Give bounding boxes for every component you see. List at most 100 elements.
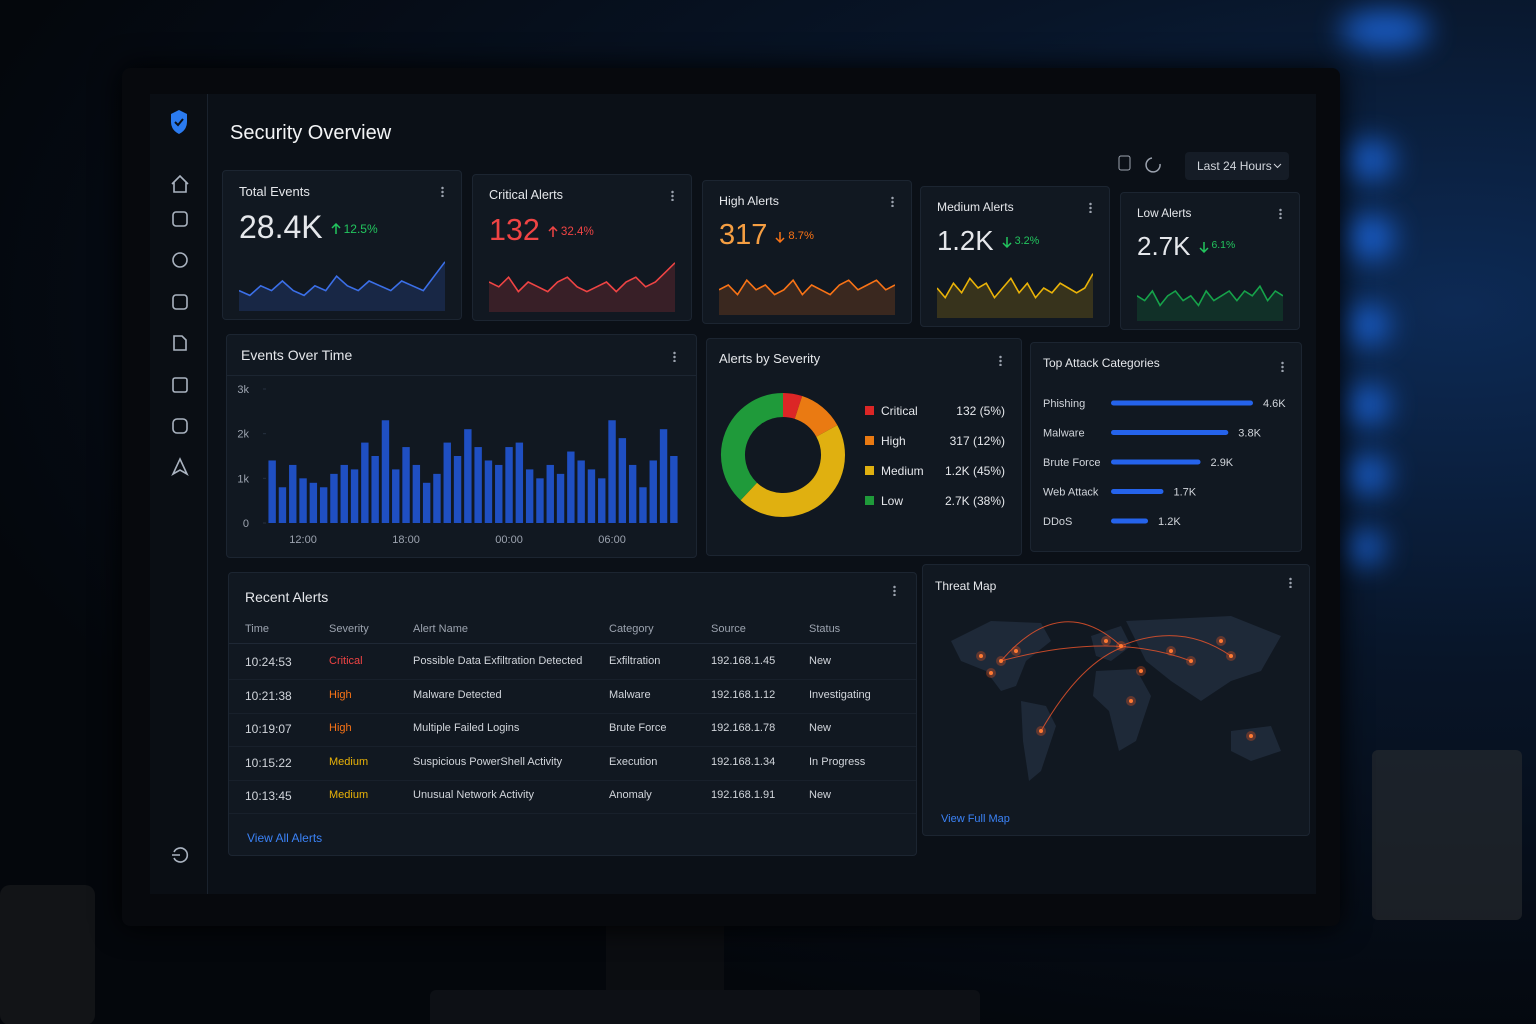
sparkline — [719, 278, 895, 315]
menu-button[interactable] — [893, 585, 896, 596]
nav-icon[interactable] — [171, 457, 189, 476]
sparkline — [937, 273, 1093, 318]
time-range-label: Last 24 Hours — [1197, 159, 1272, 173]
table-cell: Anomaly — [609, 789, 652, 801]
bar — [1111, 459, 1201, 465]
nav-home[interactable] — [171, 174, 189, 193]
nav-icon[interactable] — [172, 252, 188, 268]
table-cell: 192.168.1.45 — [711, 655, 776, 667]
bar — [567, 451, 575, 523]
export-icon[interactable] — [1118, 155, 1131, 171]
category-label: Malware — [1043, 428, 1085, 440]
bar — [618, 438, 627, 523]
severity-cell: High — [329, 688, 352, 701]
card-title: Events Over Time — [241, 347, 353, 363]
sparkline-area — [239, 261, 445, 311]
south-america — [1021, 701, 1056, 781]
bokeh — [1345, 530, 1385, 565]
table-cell: Unusual Network Activity — [413, 789, 535, 801]
trend-arrow — [1198, 242, 1209, 253]
column-header: Source — [711, 623, 746, 635]
kpi-label: Total Events — [239, 184, 310, 199]
bar — [278, 487, 287, 523]
bar — [608, 420, 616, 523]
hotspot — [1104, 639, 1108, 643]
menu-button[interactable] — [1089, 202, 1092, 213]
sparkline-area — [719, 280, 895, 315]
column-header: Alert Name — [413, 623, 469, 635]
table-cell: 192.168.1.12 — [711, 688, 776, 701]
bar — [371, 456, 379, 523]
hotspot — [1169, 649, 1173, 653]
nav-icon[interactable] — [172, 211, 188, 227]
bar — [392, 469, 400, 523]
view-map-link[interactable]: View Full Map — [941, 813, 1010, 825]
bar — [319, 487, 328, 523]
arrow — [775, 232, 785, 243]
legend-value: 2.7K (38%) — [945, 494, 1005, 508]
y-tick-label: 1k — [237, 473, 249, 485]
nav-icon[interactable] — [172, 418, 188, 434]
attack-card: Top Attack Categories Phishing 4.6K Malware… — [1030, 342, 1302, 552]
table-cell: 10:19:07 — [245, 722, 292, 736]
table-cell: 192.168.1.91 — [711, 789, 776, 801]
menu-button[interactable] — [1281, 361, 1284, 372]
legend-value: 132 (5%) — [956, 404, 1005, 418]
australia — [1231, 726, 1281, 761]
kpi-change: 32.4% — [560, 225, 594, 238]
bar — [587, 469, 596, 523]
menu-button[interactable] — [671, 190, 674, 201]
legend-label: Critical — [881, 404, 918, 418]
europe — [1091, 626, 1131, 661]
kpi-label: High Alerts — [719, 194, 779, 208]
donut-slice — [740, 425, 845, 517]
kpi-change: 12.5% — [343, 222, 378, 236]
legend-value: 317 (12%) — [950, 434, 1005, 448]
bar — [402, 447, 410, 523]
sparkline — [1137, 284, 1283, 321]
table-cell: 192.168.1.34 — [711, 755, 776, 768]
bar — [484, 460, 493, 523]
refresh-icon[interactable] — [1145, 157, 1161, 173]
kpi-value: 317 — [719, 219, 768, 251]
kpi-card: Low Alerts 2.7K 6.1% — [1120, 192, 1300, 330]
nav-icon[interactable] — [172, 294, 188, 310]
category-label: DDoS — [1043, 516, 1072, 528]
bar — [525, 469, 534, 523]
hotspot — [1249, 734, 1253, 738]
view-all-link[interactable]: View All Alerts — [247, 831, 323, 845]
nav-logout[interactable] — [172, 847, 189, 863]
card-title: Alerts by Severity — [719, 351, 821, 366]
menu-button[interactable] — [673, 351, 676, 362]
bokeh — [1345, 140, 1395, 180]
time-range-select[interactable]: Last 24 Hours — [1185, 152, 1289, 180]
table-cell: Exfiltration — [609, 655, 661, 667]
bar — [670, 456, 678, 523]
divider — [227, 375, 696, 376]
severity-cell: Medium — [329, 755, 369, 768]
bokeh — [1345, 385, 1390, 425]
bar — [309, 482, 318, 523]
bokeh — [1345, 305, 1390, 345]
trend-arrow — [548, 226, 558, 237]
north-america — [951, 621, 1051, 691]
category-label: Phishing — [1043, 398, 1085, 410]
severity-cell: Critical — [329, 655, 363, 667]
row-divider — [229, 712, 916, 714]
nav-icon[interactable] — [172, 377, 188, 393]
dashboard-screen: Security Overview Last 24 Hours Total Ev… — [150, 94, 1316, 894]
column-header: Time — [245, 623, 270, 635]
table-cell: New — [809, 655, 832, 667]
card-title: Recent Alerts — [245, 589, 329, 605]
bar — [412, 464, 421, 523]
menu-button[interactable] — [999, 355, 1002, 366]
menu-button[interactable] — [891, 196, 894, 207]
alerts-card: Recent Alerts Time Severity Alert Name Categ… — [228, 572, 917, 856]
sparkline — [239, 261, 445, 311]
nav-icon[interactable] — [173, 335, 187, 351]
attack-arc — [1000, 621, 1122, 662]
menu-button[interactable] — [1289, 577, 1292, 588]
menu-button[interactable] — [441, 186, 444, 197]
menu-button[interactable] — [1279, 208, 1282, 219]
